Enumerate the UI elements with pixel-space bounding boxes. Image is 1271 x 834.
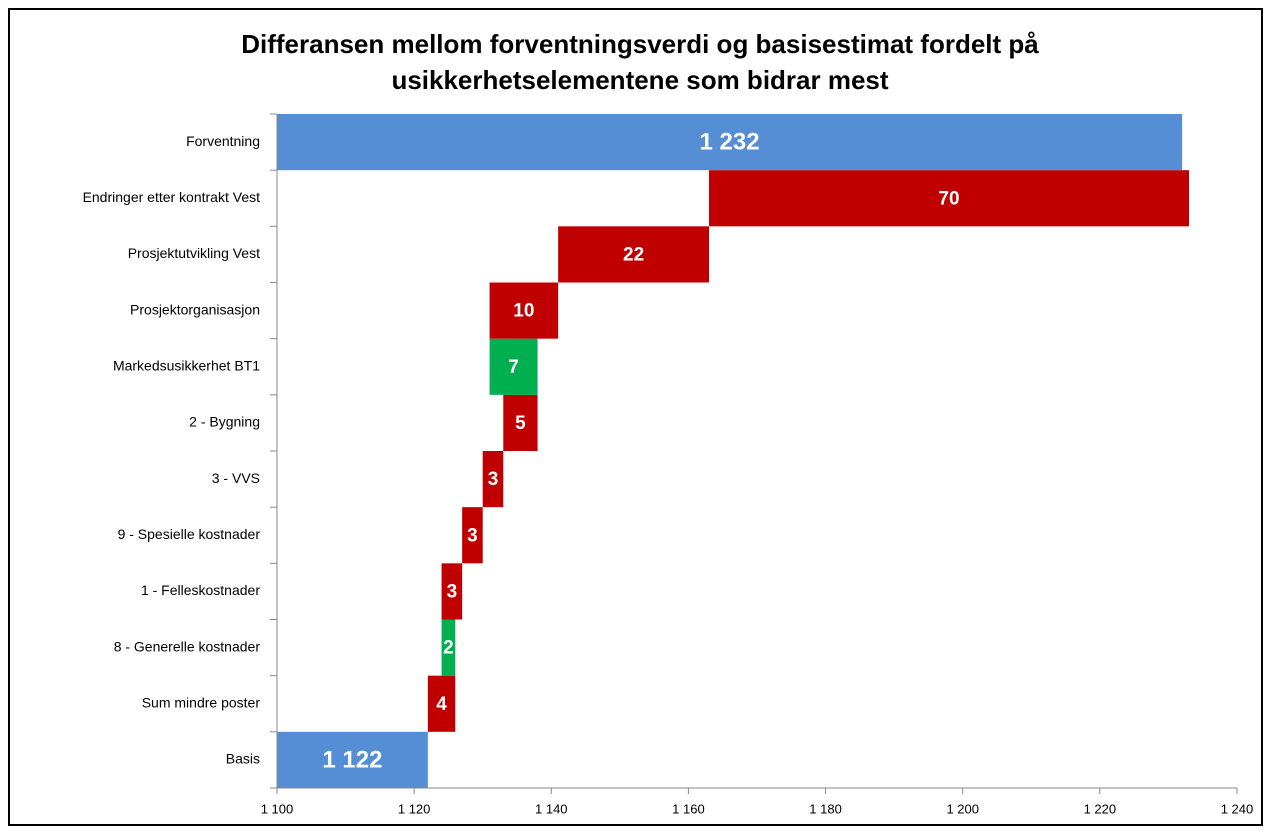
- bar: [441, 619, 456, 676]
- bar: [489, 282, 559, 339]
- y-tick-label: Endringer etter kontrakt Vest: [83, 189, 261, 205]
- frame: [8, 8, 1263, 826]
- bar: [489, 338, 538, 395]
- value-label: 3: [447, 581, 458, 602]
- x-tick-label: 1 120: [398, 801, 431, 816]
- value-label: 22: [623, 244, 644, 265]
- y-tick-label: Markedsusikkerhet BT1: [113, 357, 260, 373]
- y-tick-label: Prosjektutvikling Vest: [128, 245, 260, 261]
- bar: [441, 563, 463, 620]
- bar: [503, 394, 538, 451]
- bar: [427, 675, 456, 732]
- x-tick-label: 1 100: [261, 801, 294, 816]
- x-tick-label: 1 140: [535, 801, 568, 816]
- value-label: 1 122: [322, 746, 382, 773]
- value-label: 4: [436, 694, 447, 715]
- value-label: 5: [515, 413, 526, 434]
- y-tick-label: Prosjektorganisasjon: [130, 301, 260, 317]
- x-tick-label: 1 180: [809, 801, 842, 816]
- value-label: 3: [488, 469, 499, 490]
- value-label: 10: [513, 301, 534, 322]
- bar: [462, 507, 483, 564]
- y-tick-label: 9 - Spesielle kostnader: [118, 526, 261, 542]
- bar: [558, 226, 709, 283]
- bar: [709, 170, 1189, 227]
- bar: [482, 451, 504, 508]
- y-tick-label: Basis: [226, 751, 260, 767]
- x-tick-label: 1 160: [672, 801, 705, 816]
- value-label: 7: [508, 357, 519, 378]
- value-label: 3: [467, 525, 478, 546]
- bar: [277, 114, 1183, 171]
- value-label: 70: [938, 188, 959, 209]
- y-tick-label: 8 - Generelle kostnader: [114, 638, 261, 654]
- x-tick-label: 1 220: [1084, 801, 1117, 816]
- y-tick-label: 1 - Felleskostnader: [141, 582, 260, 598]
- bar: [277, 731, 428, 788]
- value-label: 2: [443, 638, 454, 659]
- x-tick-label: 1 240: [1221, 801, 1254, 816]
- chart-title: Differansen mellom forventningsverdi og …: [241, 29, 1039, 95]
- y-tick-label: 3 - VVS: [212, 470, 260, 486]
- y-tick-label: Sum mindre poster: [142, 694, 261, 710]
- y-tick-label: Forventning: [186, 133, 260, 149]
- x-tick-label: 1 200: [946, 801, 979, 816]
- y-tick-label: 2 - Bygning: [189, 414, 260, 430]
- value-label: 1 232: [700, 128, 760, 155]
